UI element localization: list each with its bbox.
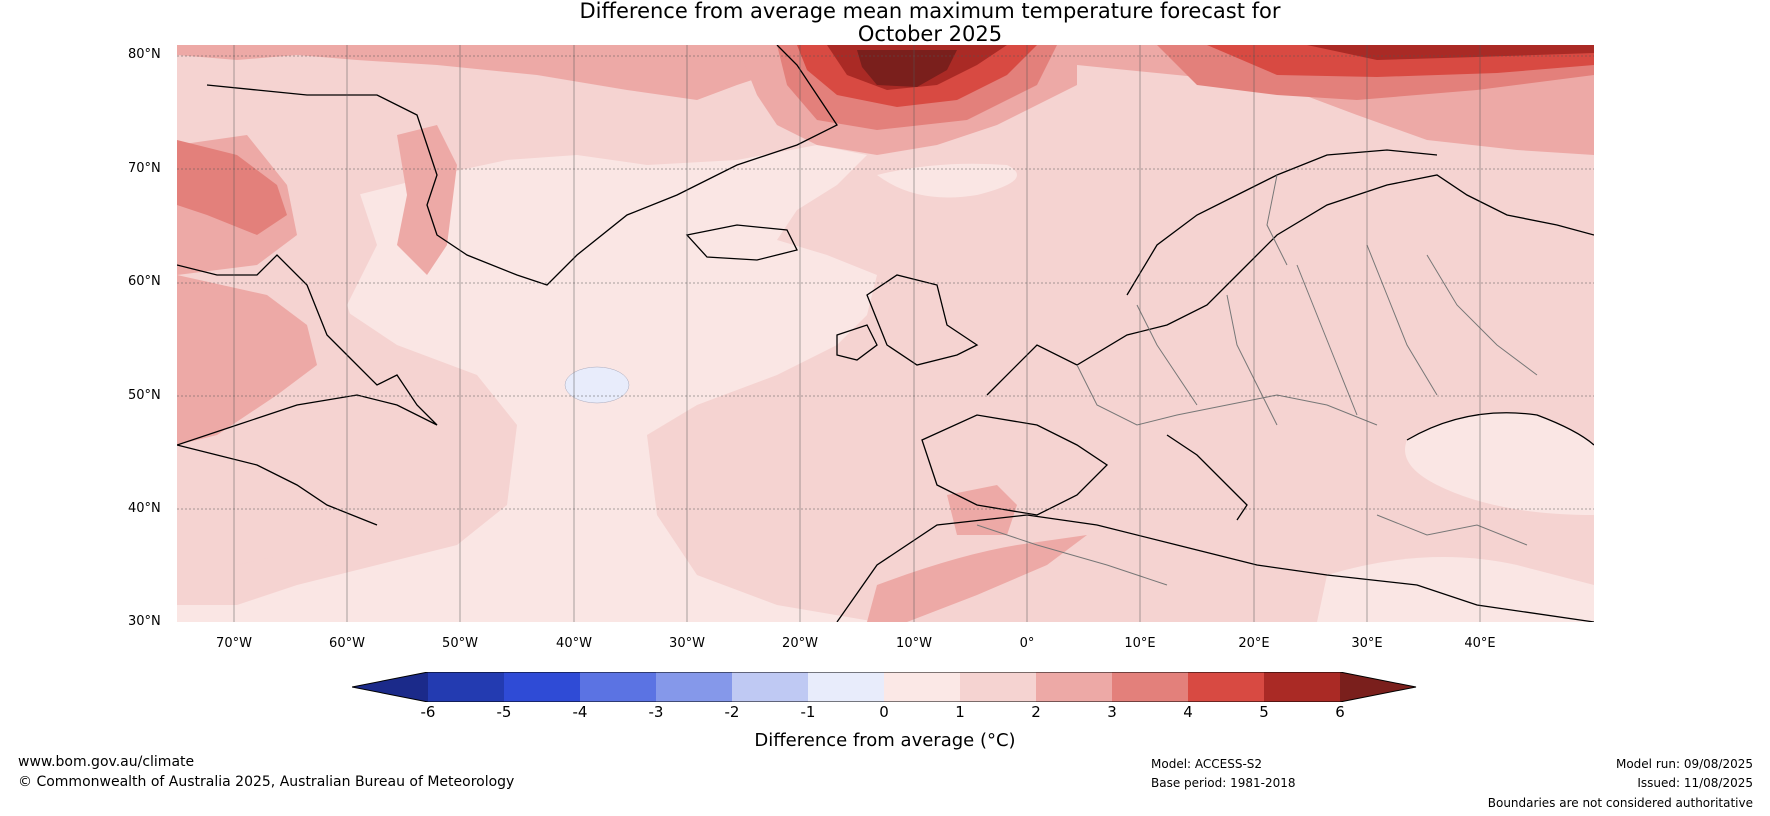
lat-label-60n: 60°N [128,274,161,289]
colorbar-segment [732,672,808,702]
graticule [177,55,1594,510]
colorbar-tick-label: 4 [1183,703,1193,721]
footer-base-period: Base period: 1981-2018 [1151,776,1296,790]
anomaly-minus1-0-pocket [564,366,630,404]
footer-issued: Issued: 11/08/2025 [1637,776,1753,790]
border-line [1266,174,1288,266]
colorbar-segment [1036,672,1112,702]
colorbar-segment [656,672,732,702]
colorbar-segment [580,672,656,702]
graticule-lon [233,45,1481,622]
colorbar-tick-label: 1 [955,703,965,721]
colorbar-tick-label: -1 [800,703,816,721]
border-line [1366,244,1438,396]
title-line-1: Difference from average mean maximum tem… [579,0,1281,23]
colorbar-segments [352,672,1417,702]
anomaly-2-3-labrador [177,275,317,445]
border-line [1296,264,1358,416]
coastlines [177,45,1594,622]
north-africa-coastline [836,514,1594,622]
colorbar-tick-label: -3 [648,703,664,721]
norway-coastline [1126,149,1438,296]
border-line [1076,364,1378,426]
footer-website: www.bom.gov.au/climate [18,754,195,770]
colorbar-outline [352,672,1417,702]
labrador-coastline [177,254,438,446]
colorbar-tick-label: -4 [572,703,588,721]
lon-label-50w: 50°W [442,636,478,651]
britain-coastline [866,274,979,366]
colorbar-segment [504,672,580,702]
lat-label-70n: 70°N [128,161,161,176]
footer-copyright: © Commonwealth of Australia 2025, Austra… [18,774,515,790]
lon-label-70w: 70°W [216,636,252,651]
colorbar-tick-label: 2 [1031,703,1041,721]
colorbar-segment [1188,672,1264,702]
black-sea-coastline [1406,412,1594,446]
colorbar [352,672,1417,702]
ireland-coastline [836,324,878,361]
italy-coastline [1166,434,1248,521]
colorbar-tick-label: 0 [879,703,889,721]
forecast-map [177,45,1594,622]
lon-label-30w: 30°W [669,636,705,651]
anomaly-3-4-baffin [177,140,287,235]
colorbar-segment [884,672,960,702]
colorbar-extension-high [1340,672,1416,702]
colorbar-segment [428,672,504,702]
colorbar-tick-label: 5 [1259,703,1269,721]
greenland-coastline [206,45,838,286]
border-line [1226,294,1278,426]
colorbar-tick-label: 6 [1335,703,1345,721]
colorbar-extension-low [352,672,428,702]
anomaly-2-3-greenland-east [397,125,457,275]
colorbar-tick-label: 3 [1107,703,1117,721]
colorbar-segment [808,672,884,702]
title-line-2: October 2025 [857,22,1003,46]
lon-label-10e: 10°E [1124,636,1156,651]
lat-label-30n: 30°N [128,614,161,629]
colorbar-tick-label: -5 [496,703,512,721]
lat-label-40n: 40°N [128,501,161,516]
colorbar-tick-label: -2 [724,703,740,721]
lon-label-40e: 40°E [1464,636,1496,651]
lon-label-20w: 20°W [782,636,818,651]
footer-disclaimer: Boundaries are not considered authoritat… [1487,796,1753,810]
colorbar-segment [960,672,1036,702]
map-title: Difference from average mean maximum tem… [400,0,1460,46]
lon-label-20e: 20°E [1238,636,1270,651]
iceland-coastline [685,224,798,261]
border-line [976,524,1168,586]
colorbar-segment [1264,672,1340,702]
footer-model: Model: ACCESS-S2 [1151,757,1263,771]
colorbar-tick-label: -6 [420,703,436,721]
lon-label-0: 0° [1019,636,1035,651]
footer-model-run: Model run: 09/08/2025 [1615,757,1753,771]
lon-label-40w: 40°W [556,636,592,651]
lat-label-80n: 80°N [128,47,161,62]
lon-label-30e: 30°E [1351,636,1383,651]
country-borders [976,174,1538,586]
anomaly-above-6-svalbard [857,50,957,87]
anomaly-0-1-black-sea [1405,412,1594,515]
anomaly-1-2-north-atlantic [177,45,1594,622]
border-line [1136,304,1198,406]
map-svg [177,45,1594,622]
north-america-coastline [177,444,378,526]
colorbar-label: Difference from average (°C) [754,730,1016,751]
europe-coastline [986,174,1594,396]
lon-label-10w: 10°W [896,636,932,651]
lon-label-60w: 60°W [329,636,365,651]
border-line [1376,514,1528,546]
colorbar-segment [1112,672,1188,702]
anomaly-0-1-norway-sea [877,163,1017,198]
anomaly-2-3-africa [867,535,1087,622]
lat-label-50n: 50°N [128,388,161,403]
iberia-coastline [921,414,1109,516]
border-line [1426,254,1538,376]
anomaly-0-1-mideast [1317,557,1594,622]
